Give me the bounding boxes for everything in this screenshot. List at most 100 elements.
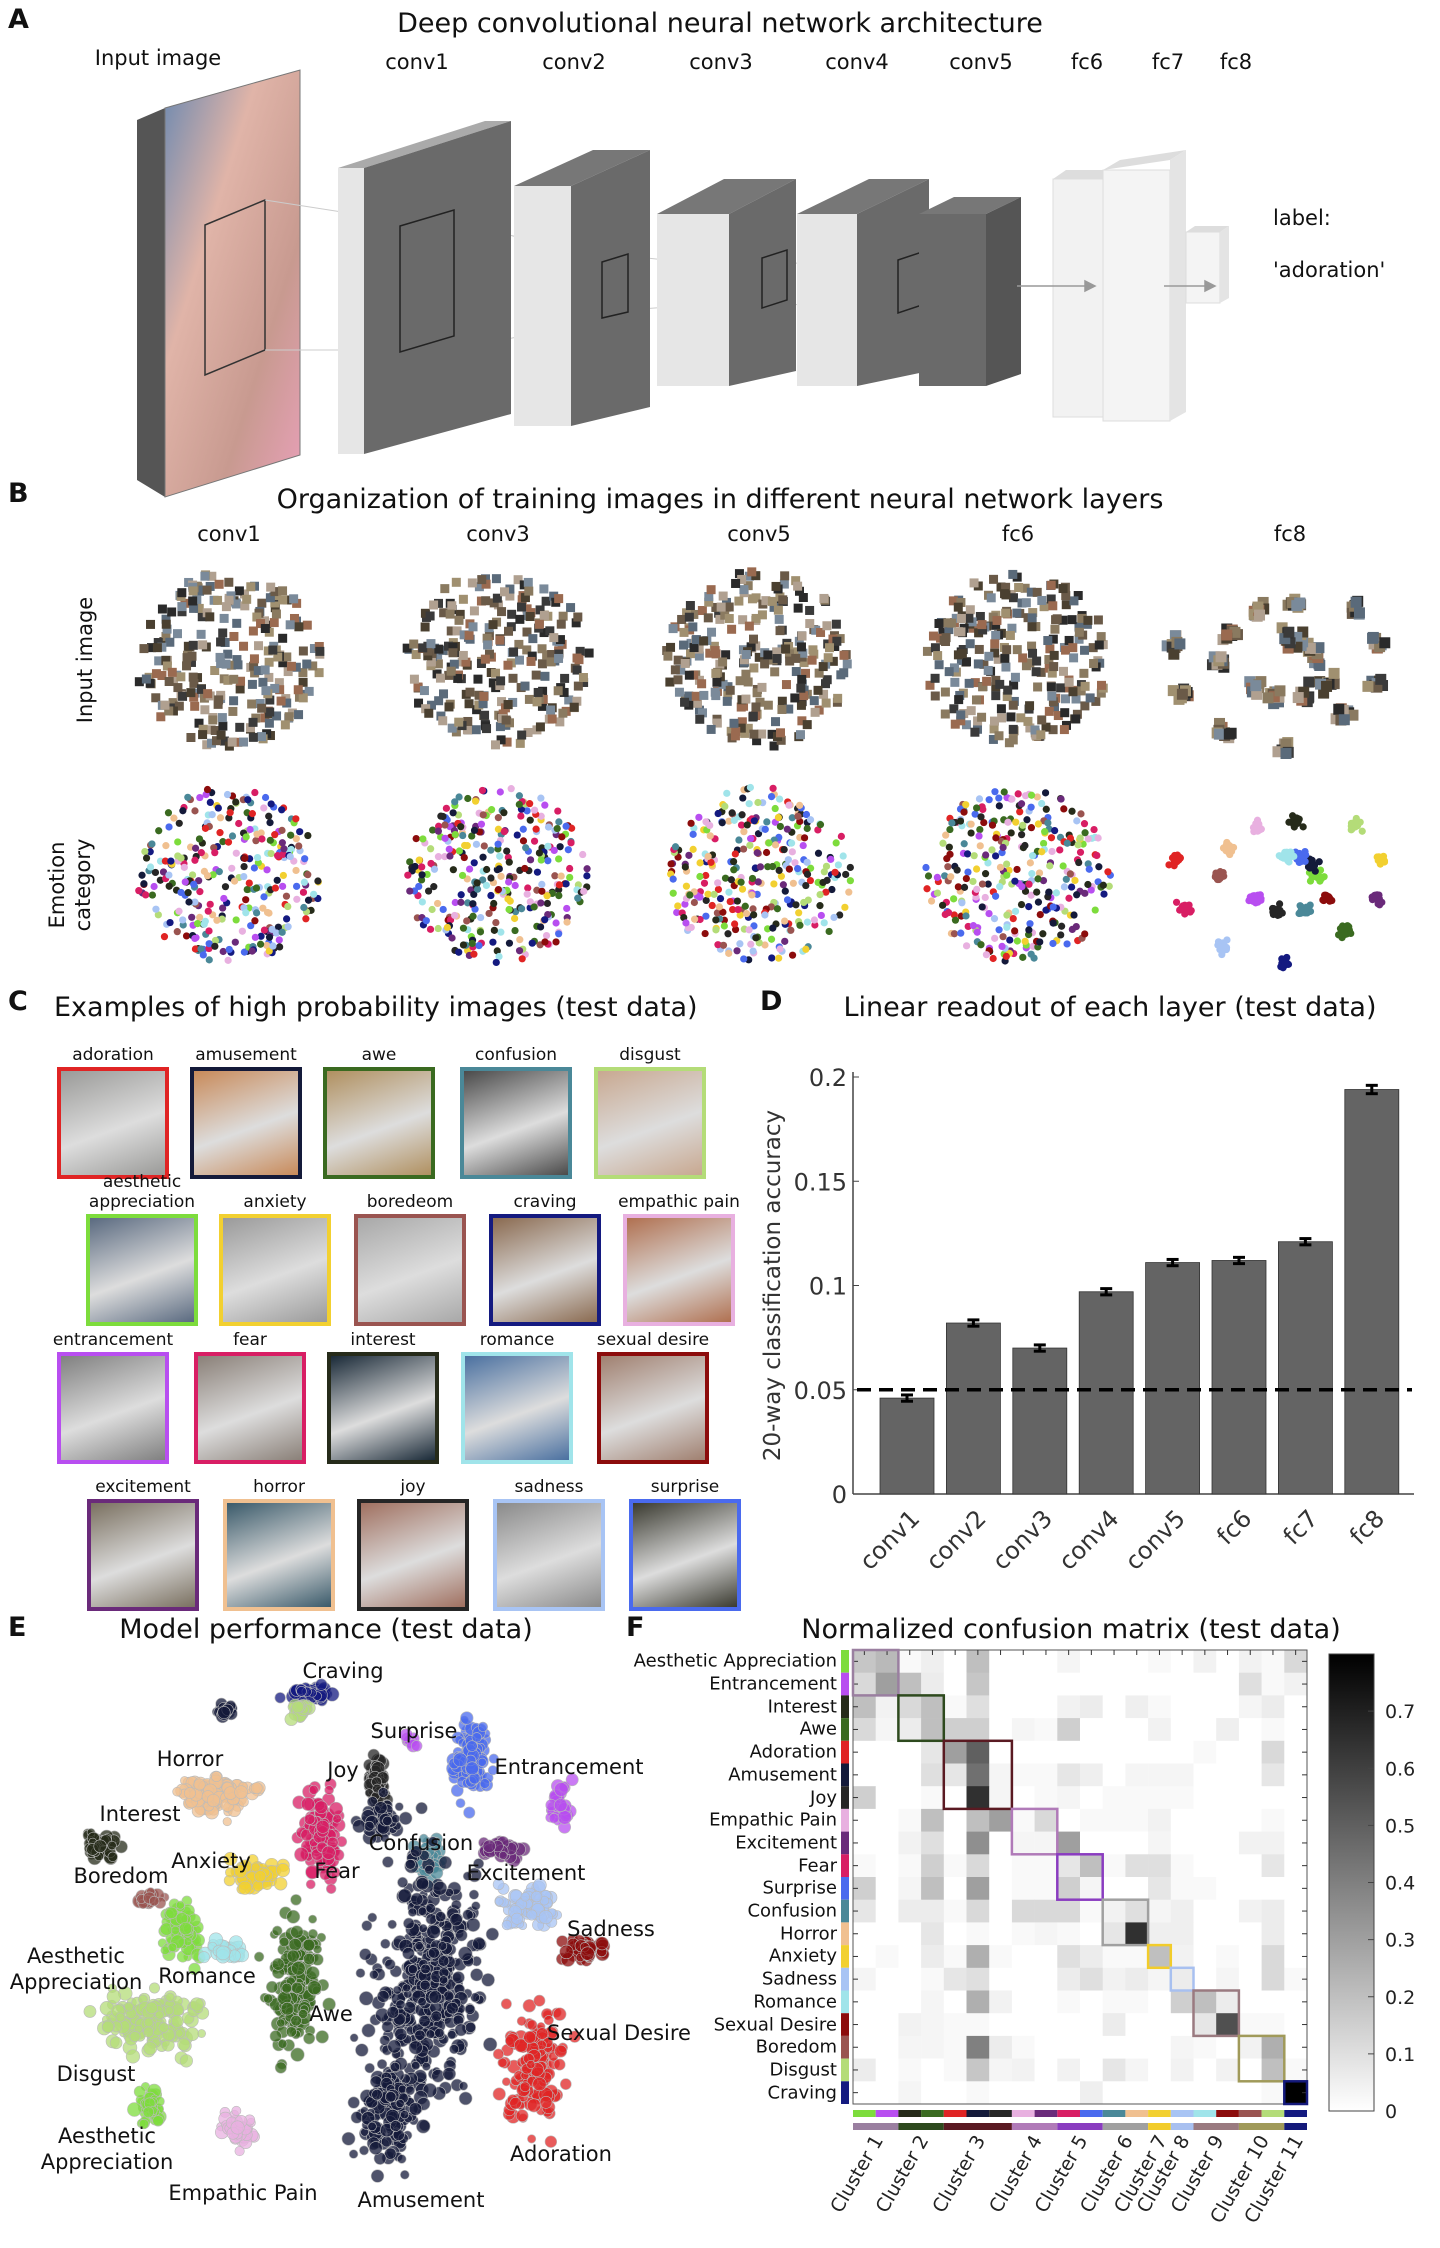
embedding-point [458, 2081, 469, 2091]
image-thumbnail-point [971, 695, 981, 705]
image-thumbnail-point [982, 676, 992, 686]
emotion-point [975, 832, 983, 840]
image-thumbnail-point [1167, 685, 1179, 697]
emotion-point [479, 811, 487, 819]
emotion-point [719, 908, 727, 916]
image-thumbnail-point [254, 641, 264, 651]
emotion-point [1003, 911, 1011, 919]
image-thumbnail-point [988, 734, 998, 744]
emotion-point [426, 925, 435, 933]
emotion-point [556, 843, 564, 851]
embedding-point [107, 1840, 117, 1851]
image-thumbnail-point [994, 731, 1004, 741]
image-thumbnail-point [997, 713, 1007, 723]
image-thumbnail-point [811, 625, 821, 635]
emotion-point [728, 809, 736, 817]
image-thumbnail-point [540, 671, 550, 681]
embedding-point [530, 1890, 543, 1903]
image-thumbnail-point [508, 673, 518, 683]
example-image-label: surprise [650, 1477, 720, 1497]
embedding-point [179, 2054, 193, 2068]
image-thumbnail-point [823, 653, 833, 663]
embedding-point [460, 1711, 474, 1725]
emotion-point [1023, 816, 1031, 824]
emotion-point [742, 909, 751, 918]
embedding-point [115, 2012, 126, 2023]
embedding-point [554, 1782, 569, 1797]
image-thumbnail-point [444, 702, 454, 712]
emotion-point [846, 877, 854, 885]
output-label: label: [1273, 206, 1331, 230]
emotion-point [544, 823, 553, 831]
emotion-point [278, 826, 286, 834]
emotion-point [503, 847, 511, 855]
emotion-point [784, 856, 792, 864]
embedding-point [535, 2027, 549, 2040]
image-thumbnail-point [1008, 593, 1018, 603]
y-axis-label: 20-way classification accuracy [760, 1110, 786, 1461]
embedding-point [170, 1925, 180, 1935]
image-thumbnail-point [315, 646, 325, 656]
image-thumbnail-point [824, 643, 834, 653]
image-thumbnail-point [991, 630, 1001, 640]
emotion-point [988, 821, 997, 829]
emotion-point [1306, 864, 1314, 872]
image-thumbnail-point [535, 722, 545, 732]
image-thumbnail-point [173, 683, 183, 693]
image-thumbnail-point [302, 659, 312, 669]
emotion-point [669, 875, 677, 883]
emotion-point [146, 848, 154, 856]
image-thumbnail-point [196, 684, 206, 694]
emotion-point [542, 931, 551, 940]
emotion-point [517, 905, 526, 913]
image-thumbnail-point [1027, 613, 1037, 623]
emotion-point [225, 945, 233, 954]
image-thumbnail-point [273, 652, 283, 662]
image-thumbnail-point [547, 714, 557, 724]
emotion-point [820, 868, 828, 876]
emotion-point [141, 847, 149, 856]
image-thumbnail-point [684, 670, 694, 680]
emotion-point [142, 891, 150, 899]
embedding-point [185, 2027, 200, 2041]
image-thumbnail-point [272, 711, 282, 721]
image-thumbnail-point [491, 574, 501, 584]
image-thumbnail-point [264, 657, 274, 667]
emotion-point [470, 890, 478, 899]
image-thumbnail-point [953, 602, 963, 612]
image-thumbnail-point [1304, 642, 1316, 654]
emotion-point [538, 880, 546, 888]
emotion-point [1017, 800, 1026, 808]
emotion-point [1276, 900, 1284, 908]
embedding-point [418, 2015, 431, 2028]
fc8-block [1185, 226, 1229, 304]
image-thumbnail-point [1303, 676, 1315, 688]
image-thumbnail-point [414, 698, 424, 708]
emotion-point [951, 916, 960, 924]
image-thumbnail-point [477, 575, 487, 585]
emotion-point [777, 872, 786, 880]
image-thumbnail-point [263, 646, 273, 656]
image-thumbnail-point [533, 687, 543, 697]
emotion-point [516, 936, 524, 944]
emotion-point [1060, 805, 1068, 813]
embedding-point [387, 1919, 397, 1930]
emotion-point [1048, 847, 1056, 856]
emotion-point [530, 806, 539, 814]
image-thumbnail-point [965, 639, 975, 649]
emotion-point [248, 810, 256, 818]
emotion-point [674, 902, 682, 910]
image-thumbnail-point [1074, 622, 1084, 632]
image-thumbnail-point [436, 711, 446, 721]
image-thumbnail-point [1045, 644, 1055, 654]
image-thumbnail-point [219, 736, 229, 746]
panel-d-title: Linear readout of each layer (test data) [843, 992, 1377, 1023]
emotion-point [209, 871, 217, 879]
emotion-point [1328, 896, 1336, 905]
embedding-point [463, 1806, 476, 1819]
image-thumbnail-point [177, 607, 187, 617]
embedding-point [361, 2023, 376, 2038]
image-thumbnail-point [194, 603, 204, 613]
image-thumbnail-point [1215, 651, 1227, 663]
example-image-label: confusion [474, 1045, 558, 1065]
